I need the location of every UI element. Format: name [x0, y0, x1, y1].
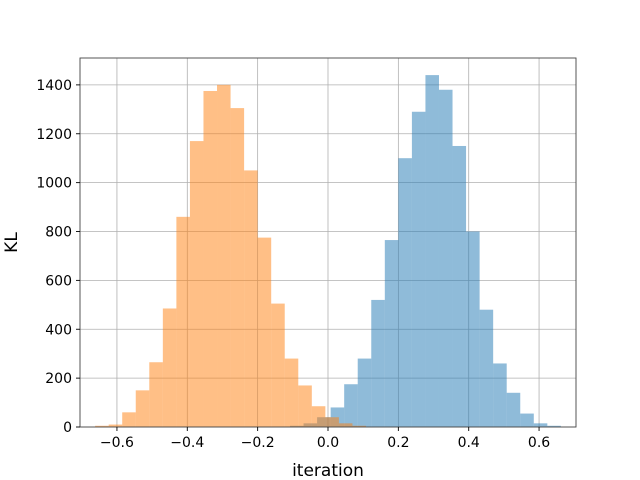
histogram-bar — [257, 237, 272, 427]
histogram-bar — [230, 108, 245, 428]
y-axis-label: KL — [2, 232, 22, 253]
histogram-bar — [357, 358, 372, 427]
histogram-bar — [162, 308, 177, 427]
x-tick-label: −0.6 — [100, 435, 134, 451]
x-tick-label: 0.4 — [458, 435, 480, 451]
histogram-bar — [95, 425, 109, 427]
histogram-bar — [533, 423, 548, 427]
histogram-bar — [384, 240, 399, 427]
histogram-bar — [284, 358, 299, 427]
x-tick-label: −0.2 — [241, 435, 275, 451]
histogram-bar — [466, 231, 480, 427]
histogram-bar — [298, 385, 312, 427]
x-tick-label: 0.6 — [528, 435, 550, 451]
y-tick-label: 1200 — [36, 127, 72, 143]
histogram-bar — [135, 390, 150, 427]
y-tick-label: 400 — [45, 322, 72, 338]
x-tick-label: −0.4 — [170, 435, 204, 451]
series-0 — [290, 75, 561, 427]
histogram-bar — [325, 417, 339, 427]
histogram-bar — [217, 84, 231, 427]
x-axis-label: iteration — [292, 461, 364, 480]
histogram-bars — [95, 75, 561, 428]
x-tick-label: 0.2 — [387, 435, 409, 451]
histogram-bar — [506, 392, 521, 427]
histogram-bar — [108, 424, 123, 427]
histogram-bar — [520, 413, 534, 427]
series-1 — [95, 84, 366, 428]
histogram-bar — [189, 141, 204, 427]
histogram-bar — [311, 406, 326, 427]
histogram-bar — [371, 299, 385, 427]
histogram-bar — [122, 412, 136, 427]
histogram-bar — [203, 90, 218, 428]
histogram-bar — [425, 75, 439, 427]
histogram-bar — [176, 216, 190, 427]
histogram-bar — [398, 158, 412, 427]
histogram-bar — [493, 363, 507, 427]
histogram-bar — [352, 425, 366, 427]
y-tick-label: 800 — [45, 225, 72, 241]
y-tick-label: 1000 — [36, 176, 72, 192]
axis-ticks: −0.6 −0.4 −0.2 0.0 0.2 0.4 0.6 0 200 400 600 800 100… — [36, 78, 550, 451]
histogram-bar — [479, 309, 494, 427]
histogram-bar — [411, 111, 426, 427]
y-tick-label: 1400 — [36, 78, 72, 94]
y-tick-label: 600 — [45, 273, 72, 289]
histogram-bar — [547, 425, 561, 427]
y-tick-label: 200 — [45, 371, 72, 387]
histogram-bar — [338, 423, 353, 427]
histogram-bar — [344, 384, 358, 427]
histogram-bar — [244, 170, 258, 428]
histogram-bar — [149, 362, 163, 427]
histogram-bar — [438, 89, 453, 427]
histogram-bar — [452, 145, 467, 427]
y-tick-label: 0 — [63, 420, 72, 436]
x-tick-label: 0.0 — [317, 435, 339, 451]
histogram-bar — [271, 303, 285, 427]
